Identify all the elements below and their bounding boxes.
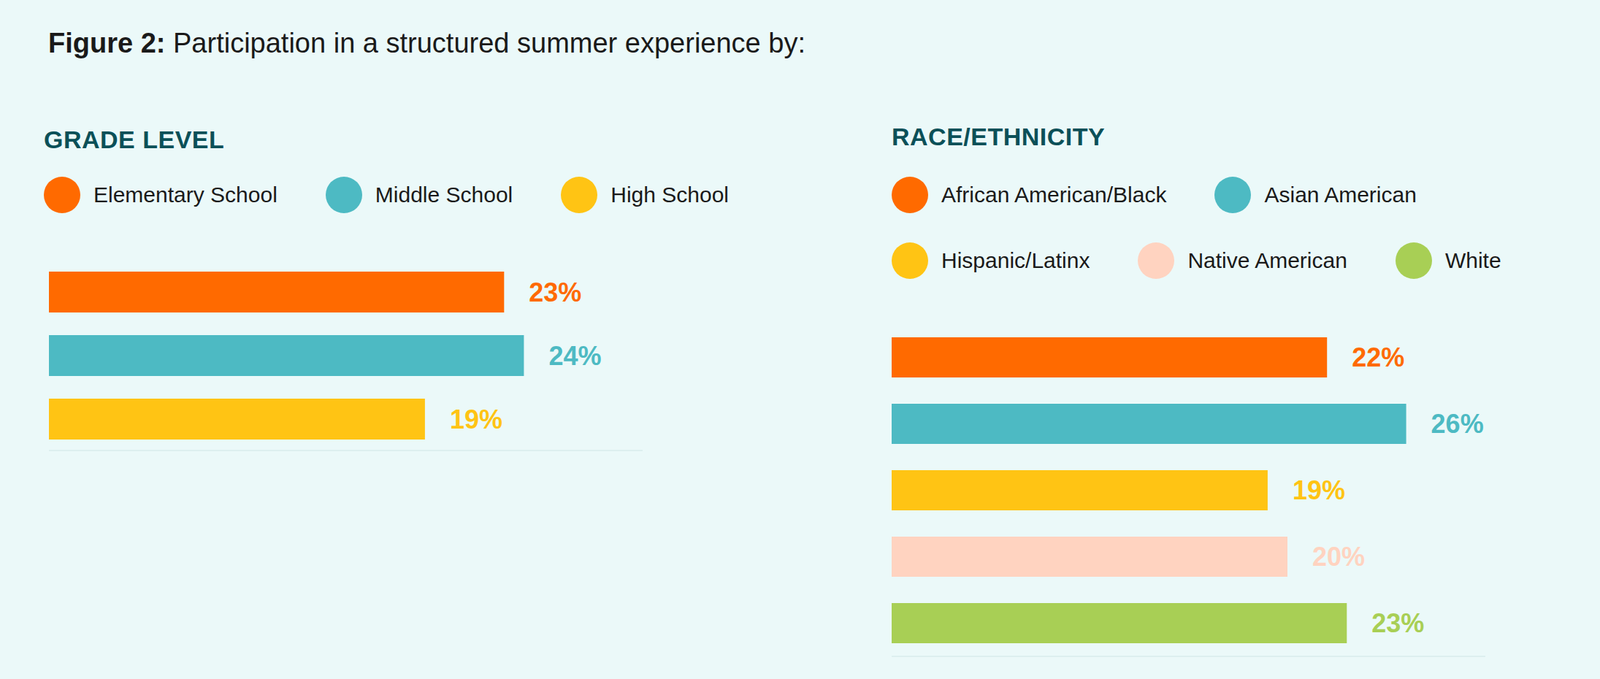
svg-text:22%: 22% <box>1351 342 1405 373</box>
html-text:High School: High School <box>610 182 729 207</box>
svg-text:23%: 23% <box>528 277 582 308</box>
html-text:White: White <box>1445 248 1502 273</box>
html-text:Hispanic/Latinx: Hispanic/Latinx <box>941 248 1090 273</box>
html-text:RACE/ETHNICITY: RACE/ETHNICITY <box>891 122 1106 151</box>
svg-text:23%: 23% <box>1371 608 1425 639</box>
html-text:Elementary School: Elementary School <box>93 182 278 207</box>
svg-text:20%: 20% <box>1312 541 1365 572</box>
html-text:Asian American: Asian American <box>1264 182 1417 207</box>
svg-text:19%: 19% <box>1292 475 1346 506</box>
svg-text:24%: 24% <box>548 341 602 371</box>
html-text:Middle School: Middle School <box>375 182 513 207</box>
svg-text:26%: 26% <box>1431 408 1484 439</box>
html-text:Figure 2: Participation in a s: Figure 2: Participation in a structured … <box>48 27 806 59</box>
html-text:African American/Black: African American/Black <box>941 182 1167 207</box>
html-text:Native American: Native American <box>1187 248 1348 273</box>
svg-text:19%: 19% <box>449 404 503 435</box>
html-text:GRADE LEVEL: GRADE LEVEL <box>43 125 225 154</box>
